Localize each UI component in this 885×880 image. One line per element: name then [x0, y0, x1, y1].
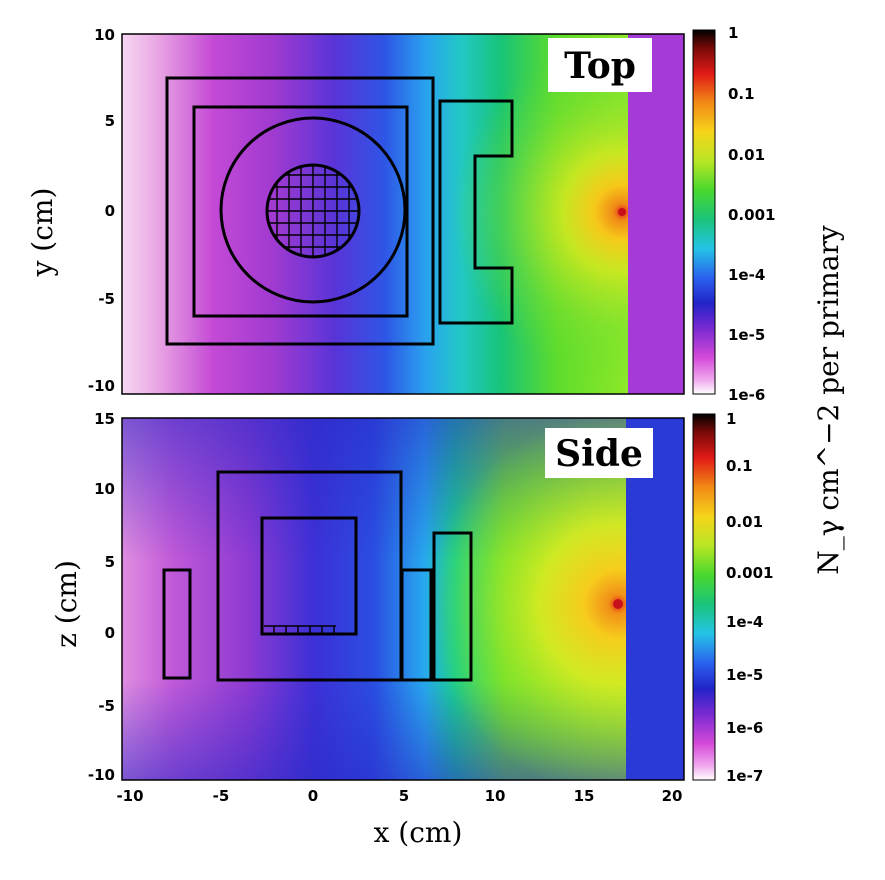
side-heatmap — [122, 418, 684, 780]
top-ytick: -5 — [98, 290, 115, 308]
side-inner-box — [260, 516, 358, 636]
side-cbar-tick: 1 — [726, 410, 736, 428]
top-cbar-tick: 1e-4 — [728, 266, 765, 284]
top-cbar-tick: 1e-5 — [728, 326, 765, 344]
top-source-point — [618, 208, 626, 216]
side-ytick: 15 — [94, 410, 115, 428]
xtick: -10 — [116, 787, 143, 805]
colorbar-label: N_γ cm^−2 per primary — [812, 225, 845, 575]
side-xticks: -10 -5 0 5 10 15 20 — [116, 787, 682, 805]
side-left-block — [162, 568, 192, 680]
side-grid-marks — [264, 625, 336, 634]
top-outlines — [165, 76, 514, 346]
top-outer-housing — [165, 76, 435, 346]
top-cbar-tick: 1e-6 — [728, 386, 765, 404]
xtick: -5 — [213, 787, 230, 805]
top-ytick: -10 — [88, 377, 115, 395]
top-right-strip — [628, 34, 684, 394]
top-yticks: 10 5 0 -5 -10 — [88, 26, 115, 395]
top-tag: Top — [564, 45, 636, 87]
side-panel: 15 10 5 0 -5 -10 z (cm) Side 1 0.1 0.01 … — [50, 410, 773, 849]
side-yticks: 15 10 5 0 -5 -10 — [88, 410, 115, 784]
side-right-block — [432, 531, 473, 682]
top-circle — [219, 116, 407, 304]
top-frame — [121, 33, 685, 395]
side-cbar-tick: 0.1 — [726, 457, 753, 475]
side-ylabel: z (cm) — [50, 560, 83, 648]
side-cbar-tick: 0.01 — [726, 513, 763, 531]
top-tag-box — [548, 38, 652, 92]
top-inner-housing — [192, 105, 409, 318]
top-cbar-tick: 0.01 — [728, 146, 765, 164]
side-outlines — [162, 470, 473, 682]
xtick: 15 — [574, 787, 595, 805]
xtick: 10 — [485, 787, 506, 805]
top-cbar-tick: 0.001 — [728, 206, 775, 224]
top-cbar-tick: 1 — [728, 24, 738, 42]
side-cbar-tick: 0.001 — [726, 564, 773, 582]
top-panel: 10 5 0 -5 -10 y (cm) Top 1 0.1 0.01 0.00… — [26, 24, 775, 404]
side-ytick: -10 — [88, 766, 115, 784]
side-ytick: -5 — [98, 697, 115, 715]
side-source-glow — [122, 418, 626, 780]
side-source-point — [613, 599, 623, 609]
top-colorbar — [692, 29, 716, 395]
side-narrow-block — [400, 568, 433, 682]
side-colorbar — [692, 413, 716, 781]
side-cbar-tick: 1e-6 — [726, 719, 763, 737]
top-source-glow — [122, 34, 628, 394]
side-frame — [121, 417, 685, 781]
side-tag-box — [545, 428, 653, 478]
xlabel: x (cm) — [374, 816, 463, 849]
side-ytick: 10 — [94, 480, 115, 498]
top-ytick: 10 — [94, 26, 115, 44]
top-colorbar-ticks: 1 0.1 0.01 0.001 1e-4 1e-5 1e-6 — [728, 24, 775, 404]
top-cbar-tick: 0.1 — [728, 85, 755, 103]
xtick: 20 — [662, 787, 683, 805]
side-tag: Side — [555, 433, 643, 475]
top-c-block — [438, 99, 514, 325]
top-ylabel: y (cm) — [26, 188, 59, 278]
side-ytick: 0 — [105, 624, 115, 642]
side-colorbar-ticks: 1 0.1 0.01 0.001 1e-4 1e-5 1e-6 1e-7 — [726, 410, 773, 785]
side-cbar-tick: 1e-7 — [726, 767, 763, 785]
xtick: 0 — [308, 787, 318, 805]
side-cbar-tick: 1e-5 — [726, 666, 763, 684]
top-ytick: 0 — [105, 202, 115, 220]
xtick: 5 — [399, 787, 409, 805]
top-heatmap — [122, 34, 684, 394]
side-ytick: 5 — [105, 553, 115, 571]
side-cbar-tick: 1e-4 — [726, 613, 763, 631]
side-right-strip — [626, 418, 684, 780]
top-ytick: 5 — [105, 112, 115, 130]
